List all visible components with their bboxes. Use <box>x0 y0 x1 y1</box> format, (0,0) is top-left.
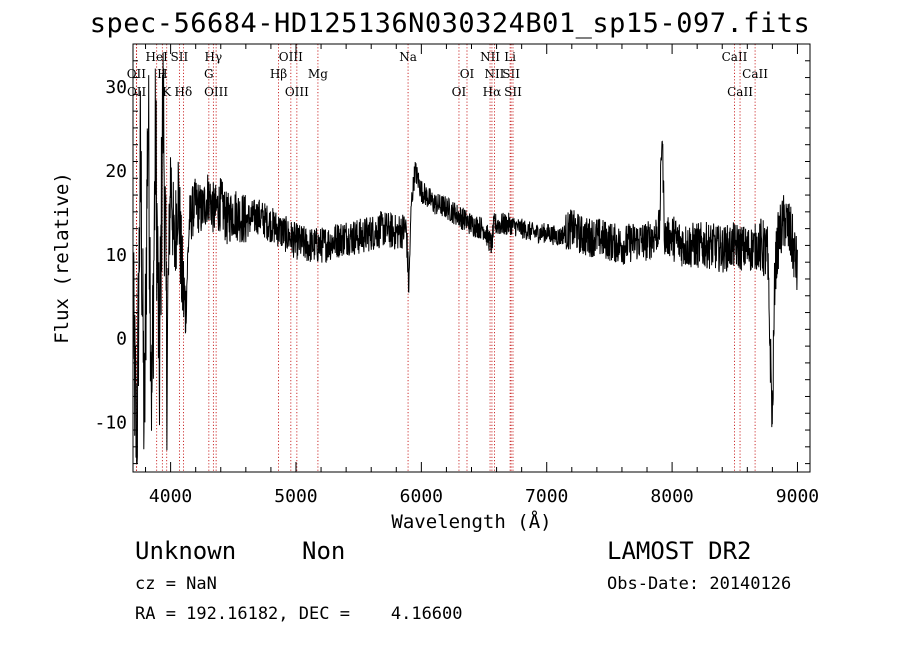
spectral-line-label: CaII <box>742 67 768 81</box>
spectral-line-label: CaII <box>722 50 748 64</box>
y-tick-label: 30 <box>105 77 127 98</box>
y-tick-label: 10 <box>105 245 127 266</box>
object-subclass: Non <box>302 537 346 565</box>
x-axis: 4000 5000 6000 7000 8000 9000 <box>145 44 819 507</box>
spectral-line-label: Li <box>504 50 516 64</box>
spectral-line-markers: OIIOIIHeIHKSIIHδHγGOIIIHβOIIIOIIIMgNaOIO… <box>127 44 768 472</box>
spectral-line-label: H <box>157 67 167 81</box>
y-axis: -10 0 10 20 30 <box>94 43 810 465</box>
chart-title: spec-56684-HD125136N030324B01_sp15-097.f… <box>89 8 811 39</box>
spectral-line-label: HeI <box>146 50 169 64</box>
spectral-line-label: NII <box>484 67 504 81</box>
spectral-line-label: K <box>162 85 172 99</box>
spectral-line-label: OIII <box>204 85 228 99</box>
y-tick-label: 20 <box>105 161 127 182</box>
x-tick-label: 4000 <box>149 486 192 507</box>
x-tick-label: 9000 <box>776 486 819 507</box>
obs-date: Obs-Date: 20140126 <box>607 574 792 594</box>
redshift-cz: cz = NaN <box>135 574 217 594</box>
spectral-line-label: OIII <box>285 85 309 99</box>
spectral-line-label: OIII <box>279 50 303 64</box>
spectral-line-label: Na <box>399 50 417 64</box>
x-axis-label: Wavelength (Å) <box>391 510 551 533</box>
spectral-line-label: OI <box>452 85 467 99</box>
x-tick-label: 6000 <box>400 486 443 507</box>
spectral-line-label: Mg <box>308 67 328 81</box>
x-tick-label: 7000 <box>525 486 568 507</box>
spectral-line-label: Hβ <box>270 67 287 81</box>
spectral-line-label: SII <box>502 67 520 81</box>
spectrum-line <box>132 52 798 464</box>
spectral-line-label: Hα <box>483 85 502 99</box>
survey-name: LAMOST DR2 <box>607 537 752 565</box>
y-axis-label: Flux (relative) <box>51 172 73 344</box>
spectral-line-label: Hδ <box>175 85 193 99</box>
spectral-line-label: OI <box>460 67 475 81</box>
spectral-line-label: NII <box>480 50 500 64</box>
y-tick-label: 0 <box>116 329 127 350</box>
x-tick-label: 5000 <box>274 486 317 507</box>
object-class: Unknown <box>135 537 237 565</box>
spectral-line-label: G <box>204 67 214 81</box>
x-tick-label: 8000 <box>650 486 693 507</box>
spectral-line-label: SII <box>504 85 522 99</box>
spectrum-series <box>132 52 798 464</box>
sky-coordinates: RA = 192.16182, DEC = 4.16600 <box>135 604 463 624</box>
spectral-line-label: OII <box>127 85 147 99</box>
y-tick-label: -10 <box>94 413 127 434</box>
spectral-line-label: CaII <box>727 85 753 99</box>
spectral-line-label: Hγ <box>205 50 223 64</box>
spectral-line-label: SII <box>171 50 189 64</box>
